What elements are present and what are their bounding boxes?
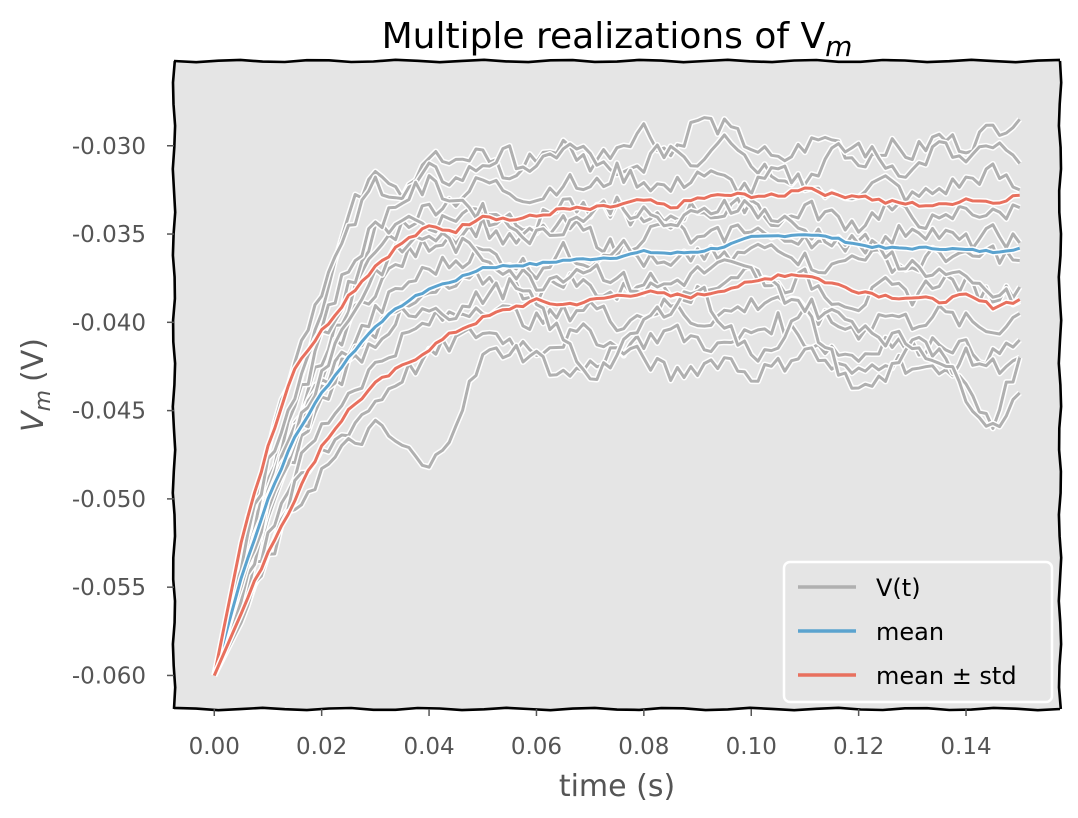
x-axis-ticks: 0.00 0.02 0.04 0.06 0.08 0.10 0.12 0.14 bbox=[189, 709, 992, 760]
mean-plus-std-line bbox=[212, 186, 1020, 676]
realization-line-10 bbox=[212, 295, 1021, 677]
y-axis-ticks: -0.060 -0.055 -0.050 -0.045 -0.040 -0.035 -0.0… bbox=[72, 134, 174, 689]
x-tick-label: 0.04 bbox=[403, 734, 454, 760]
legend: V(t) mean mean ± std bbox=[782, 560, 1054, 704]
realization-line-3 bbox=[212, 116, 1021, 676]
y-axis-label-unit: (V) bbox=[16, 338, 51, 382]
x-tick-label: 0.06 bbox=[511, 734, 562, 760]
mean-minus-std-line bbox=[212, 273, 1021, 677]
y-axis-label: Vm (V) bbox=[16, 338, 56, 432]
x-tick-label: 0.14 bbox=[940, 734, 991, 760]
y-tick-label: -0.060 bbox=[72, 663, 146, 689]
chart-title-main: Multiple realizations of V bbox=[382, 16, 826, 57]
x-tick-label: 0.00 bbox=[189, 734, 240, 760]
realization-line-14 bbox=[212, 231, 1021, 676]
x-tick-label: 0.12 bbox=[833, 734, 884, 760]
y-tick-label: -0.045 bbox=[72, 399, 146, 425]
y-axis-label-subscript: m bbox=[31, 390, 56, 411]
realization-line-4 bbox=[212, 133, 1021, 676]
y-tick-label: -0.050 bbox=[72, 487, 146, 513]
y-tick-label: -0.040 bbox=[72, 310, 146, 336]
y-axis-label-symbol: V bbox=[16, 409, 51, 432]
realization-line-5 bbox=[212, 161, 1021, 676]
x-axis-label: time (s) bbox=[559, 769, 675, 804]
chart-title: Multiple realizations of Vm bbox=[382, 16, 853, 63]
legend-label-realization: V(t) bbox=[876, 574, 921, 602]
chart-title-subscript: m bbox=[825, 30, 852, 63]
y-tick-label: -0.030 bbox=[72, 134, 146, 160]
mean-line bbox=[212, 233, 1021, 676]
y-tick-label: -0.055 bbox=[72, 575, 146, 601]
plot-frame bbox=[171, 58, 1063, 712]
legend-label-mean: mean bbox=[876, 618, 944, 646]
legend-label-std: mean ± std bbox=[876, 662, 1017, 690]
x-tick-label: 0.02 bbox=[296, 734, 347, 760]
x-tick-label: 0.10 bbox=[726, 734, 777, 760]
summary-lines-group bbox=[211, 185, 1022, 677]
y-tick-label: -0.035 bbox=[72, 222, 146, 248]
plot-area bbox=[171, 58, 1063, 712]
x-tick-label: 0.08 bbox=[618, 734, 669, 760]
legend-box bbox=[782, 560, 1054, 704]
realization-line-15 bbox=[212, 174, 1021, 676]
